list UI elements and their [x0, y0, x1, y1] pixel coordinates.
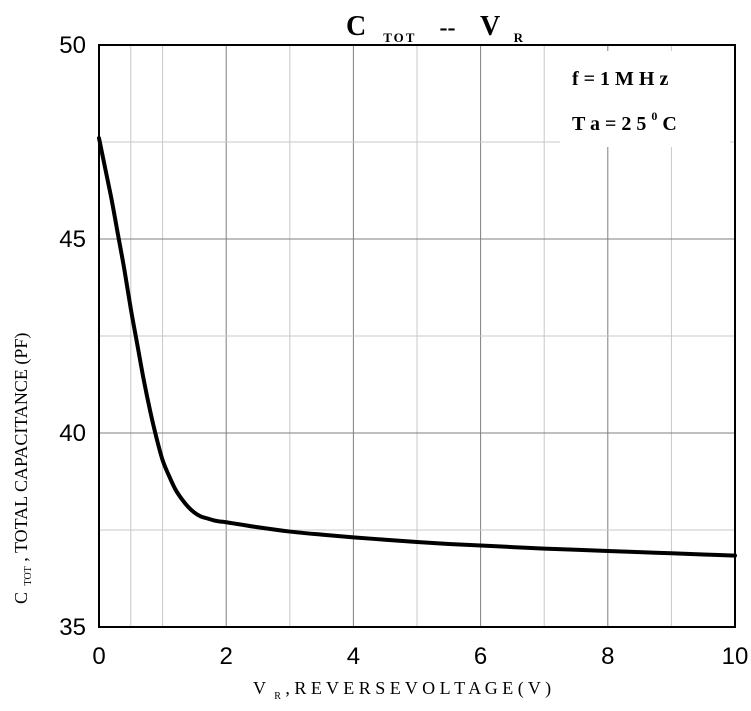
x-axis-label: V R , R E V E R S E V O L T A G E ( V ): [253, 678, 551, 703]
y-tick-label-50: 50: [59, 32, 86, 59]
title-voltage: V: [480, 11, 500, 42]
y-tick-label-40: 40: [59, 420, 86, 447]
y-tick-label-35: 35: [59, 614, 86, 641]
x-tick-label-6: 6: [474, 643, 487, 670]
x-axis-main: V: [253, 678, 266, 698]
x-tick-label-4: 4: [347, 643, 360, 670]
temperature-unit: C: [662, 113, 676, 135]
title-subscript: TOT: [383, 30, 416, 45]
title-separator: --: [439, 15, 455, 41]
frequency-annotation: f = 1 M H z: [572, 68, 668, 90]
x-tick-label-8: 8: [601, 643, 614, 670]
plot-frame: [98, 44, 736, 628]
chart-title: C TOT -- V R: [346, 11, 524, 49]
x-tick-labels: 0 2 4 6 8 10: [92, 643, 748, 670]
temperature-main-text: T a = 2 5: [572, 113, 651, 135]
title-voltage-subscript: R: [514, 30, 524, 45]
x-tick-label-0: 0: [92, 643, 105, 670]
x-tick-label-2: 2: [220, 643, 233, 670]
x-axis-subscript: R: [274, 691, 281, 702]
annotation-box: [560, 51, 730, 147]
temperature-annotation: T a = 2 5 0 C: [572, 103, 677, 135]
y-axis-main: C: [11, 592, 31, 604]
y-tick-label-45: 45: [59, 226, 86, 253]
x-axis-rest: , R E V E R S E V O L T A G E ( V ): [285, 678, 551, 699]
degree-superscript: 0: [651, 109, 657, 123]
y-tick-labels: 35 40 45 50: [59, 32, 86, 641]
capacitance-curve: [97, 136, 737, 558]
title-main: C: [346, 11, 366, 42]
y-axis-subscript: TOT: [23, 566, 34, 585]
y-axis-rest: , TOTAL CAPACITANCE (PF): [11, 333, 32, 562]
y-axis-label: C TOT , TOTAL CAPACITANCE (PF): [11, 333, 35, 604]
x-tick-label-10: 10: [722, 643, 749, 670]
